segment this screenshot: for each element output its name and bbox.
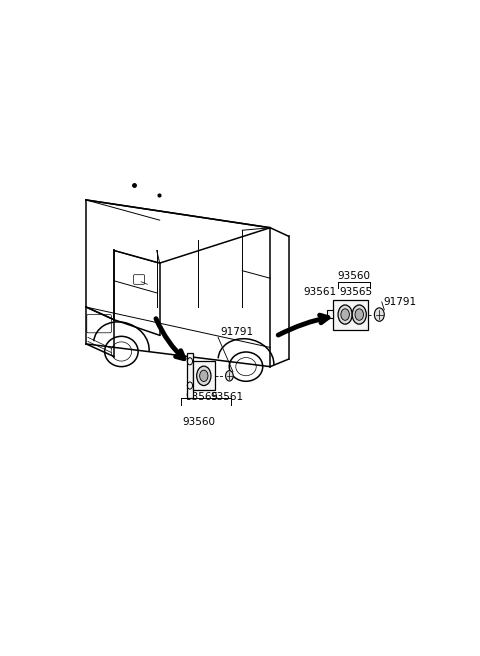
Text: 93561: 93561 [211, 392, 244, 402]
Circle shape [355, 309, 363, 320]
Circle shape [352, 305, 366, 324]
Text: 93560: 93560 [337, 271, 371, 281]
Circle shape [341, 309, 349, 320]
Circle shape [200, 370, 208, 382]
Text: 93560: 93560 [182, 417, 215, 427]
FancyBboxPatch shape [327, 310, 334, 318]
Text: 93565: 93565 [340, 287, 373, 297]
Text: 93561: 93561 [303, 287, 336, 297]
Circle shape [226, 371, 233, 381]
Text: 91791: 91791 [384, 297, 417, 307]
FancyBboxPatch shape [187, 353, 193, 398]
Text: 93565: 93565 [186, 392, 219, 402]
Text: 91791: 91791 [220, 327, 253, 337]
Circle shape [374, 308, 384, 321]
FancyBboxPatch shape [193, 361, 215, 390]
Circle shape [197, 366, 211, 386]
FancyBboxPatch shape [333, 300, 368, 330]
Circle shape [338, 305, 352, 324]
